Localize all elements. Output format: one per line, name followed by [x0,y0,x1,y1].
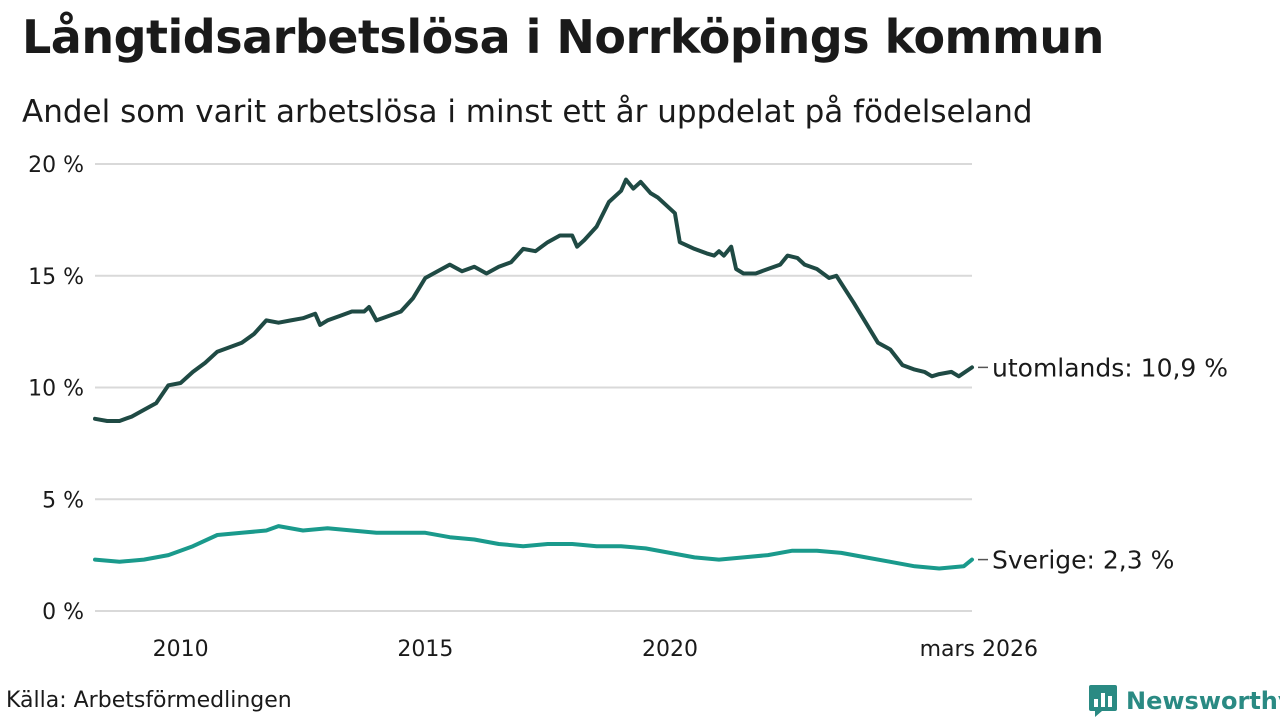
x-axis-ticks: 2010 2015 2020 mars 2026 [153,637,1038,662]
source-note: Källa: Arbetsförmedlingen [6,688,292,713]
series-end-labels: utomlands: 10,9 % Sverige: 2,3 % [978,353,1228,575]
series-line-sverige [93,524,974,571]
chart-subtitle: Andel som varit arbetslösa i minst ett å… [22,94,1033,130]
y-tick-label: 5 % [42,488,84,513]
y-axis-ticks: 0 % 5 % 10 % 15 % 20 % [28,153,84,625]
series-end-label-utomlands: utomlands: 10,9 % [992,353,1228,382]
series-line-utomlands [93,177,974,423]
y-tick-label: 10 % [28,377,84,402]
x-tick-label: mars 2026 [920,637,1038,662]
y-tick-label: 0 % [42,600,84,625]
brand-name: Newsworthy [1126,687,1280,715]
series-lines [93,177,974,571]
y-tick-label: 20 % [28,153,84,178]
newsworthy-logo-icon [1089,685,1117,717]
series-end-label-sverige: Sverige: 2,3 % [992,546,1174,575]
x-tick-label: 2015 [397,637,453,662]
chart-title: Långtidsarbetslösa i Norrköpings kommun [22,10,1104,64]
x-tick-label: 2020 [642,637,698,662]
y-tick-label: 15 % [28,265,84,290]
brand-logo[interactable]: Newsworthy [1088,684,1280,718]
x-tick-label: 2010 [153,637,209,662]
